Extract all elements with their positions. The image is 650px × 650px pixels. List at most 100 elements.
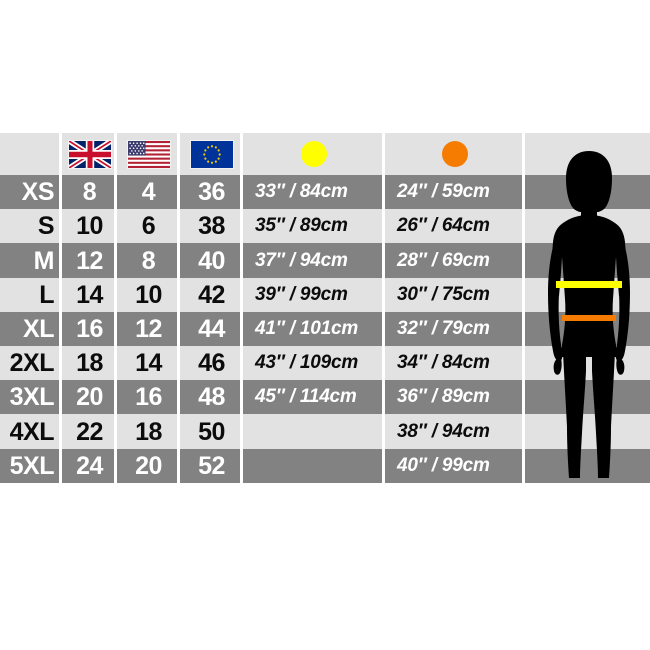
eu-size-value: 36 [198,178,225,207]
cell-waist: 32″ / 79cm [385,311,525,347]
cell-bust [243,414,385,449]
cell-size: M [0,243,62,278]
uk-size-value: 16 [76,314,103,343]
cell-waist: 38″ / 94cm [385,414,525,449]
size-label: M [33,246,55,275]
cell-eu: 50 [180,414,243,449]
us-size-value: 18 [135,417,162,446]
cell-figure [525,346,650,381]
cell-eu: 36 [180,175,243,210]
cell-size: XL [0,311,62,347]
cell-us: 8 [117,243,180,278]
cell-waist: 26″ / 64cm [385,209,525,244]
header-bust-cell [243,133,385,176]
cell-us: 12 [117,311,180,347]
table-row: XL 16 12 44 41″ / 101cm 32″ / 79cm [0,311,650,347]
cell-waist: 28″ / 69cm [385,243,525,278]
eu-size-value: 46 [198,349,225,378]
header-waist-cell [385,133,525,176]
cell-size: 3XL [0,380,62,415]
cell-bust: 33″ / 84cm [243,175,385,210]
cell-bust [243,448,385,483]
yellow-dot-icon [243,133,385,175]
table-row: XS 8 4 36 33″ / 84cm 24″ / 59cm [0,175,650,210]
eu-size-value: 44 [198,314,225,343]
waist-measurement: 28″ / 69cm [397,249,490,271]
cell-uk: 20 [62,380,117,415]
cell-figure [525,311,650,347]
cell-uk: 12 [62,243,117,278]
cell-uk: 16 [62,311,117,347]
us-size-value: 8 [141,246,156,275]
bust-measurement: 41″ / 101cm [255,317,359,339]
bust-measurement: 33″ / 84cm [255,181,348,203]
cell-size: S [0,209,62,244]
waist-measurement: 40″ / 99cm [397,454,490,476]
waist-measurement: 32″ / 79cm [397,317,490,339]
cell-size: 2XL [0,346,62,381]
cell-eu: 42 [180,277,243,312]
eu-size-value: 38 [198,212,225,241]
cell-waist: 30″ / 75cm [385,277,525,312]
cell-bust: 45″ / 114cm [243,380,385,415]
cell-size: 4XL [0,414,62,449]
orange-dot-icon [385,133,525,175]
size-label: L [39,280,54,309]
cell-uk: 24 [62,448,117,483]
size-label: 4XL [9,417,55,446]
cell-bust: 41″ / 101cm [243,311,385,347]
cell-size: XS [0,175,62,210]
size-label: XL [23,314,54,343]
size-label: 2XL [9,349,55,378]
waist-measurement: 24″ / 59cm [397,181,490,203]
uk-size-value: 10 [76,212,103,241]
cell-us: 10 [117,277,180,312]
size-conversion-table: XS 8 4 36 33″ / 84cm 24″ / 59cm S 10 6 38 35″ / 89… [0,133,650,483]
header-figure-cell [525,133,650,176]
uk-size-value: 18 [76,349,103,378]
cell-eu: 52 [180,448,243,483]
uk-size-value: 8 [82,178,97,207]
cell-us: 4 [117,175,180,210]
cell-eu: 48 [180,380,243,415]
bust-measurement: 43″ / 109cm [255,352,359,374]
cell-uk: 8 [62,175,117,210]
cell-uk: 14 [62,277,117,312]
us-size-value: 10 [135,280,162,309]
uk-size-value: 12 [76,246,103,275]
header-size-cell [0,133,62,176]
table-row: L 14 10 42 39″ / 99cm 30″ / 75cm [0,277,650,312]
table-row: S 10 6 38 35″ / 89cm 26″ / 64cm [0,209,650,244]
us-size-value: 12 [135,314,162,343]
waist-measurement: 30″ / 75cm [397,283,490,305]
us-size-value: 14 [135,349,162,378]
cell-figure [525,414,650,449]
table-row: 5XL 24 20 52 40″ / 99cm [0,448,650,483]
cell-uk: 22 [62,414,117,449]
cell-size: L [0,277,62,312]
cell-us: 16 [117,380,180,415]
waist-measurement: 26″ / 64cm [397,215,490,237]
bust-measurement: 39″ / 99cm [255,283,348,305]
table-row: 2XL 18 14 46 43″ / 109cm 34″ / 84cm [0,346,650,381]
table-row: M 12 8 40 37″ / 94cm 28″ / 69cm [0,243,650,278]
table-row: 3XL 20 16 48 45″ / 114cm 36″ / 89cm [0,380,650,415]
cell-us: 6 [117,209,180,244]
table-row: 4XL 22 18 50 38″ / 94cm [0,414,650,449]
uk-size-value: 14 [76,280,103,309]
cell-figure [525,209,650,244]
eu-size-value: 48 [198,383,225,412]
eu-size-value: 52 [198,451,225,480]
cell-figure [525,380,650,415]
header-uk-cell [62,133,117,176]
cell-eu: 46 [180,346,243,381]
cell-us: 18 [117,414,180,449]
cell-waist: 36″ / 89cm [385,380,525,415]
cell-eu: 44 [180,311,243,347]
uk-flag-icon [62,133,117,175]
cell-waist: 24″ / 59cm [385,175,525,210]
cell-figure [525,243,650,278]
cell-eu: 38 [180,209,243,244]
cell-us: 20 [117,448,180,483]
